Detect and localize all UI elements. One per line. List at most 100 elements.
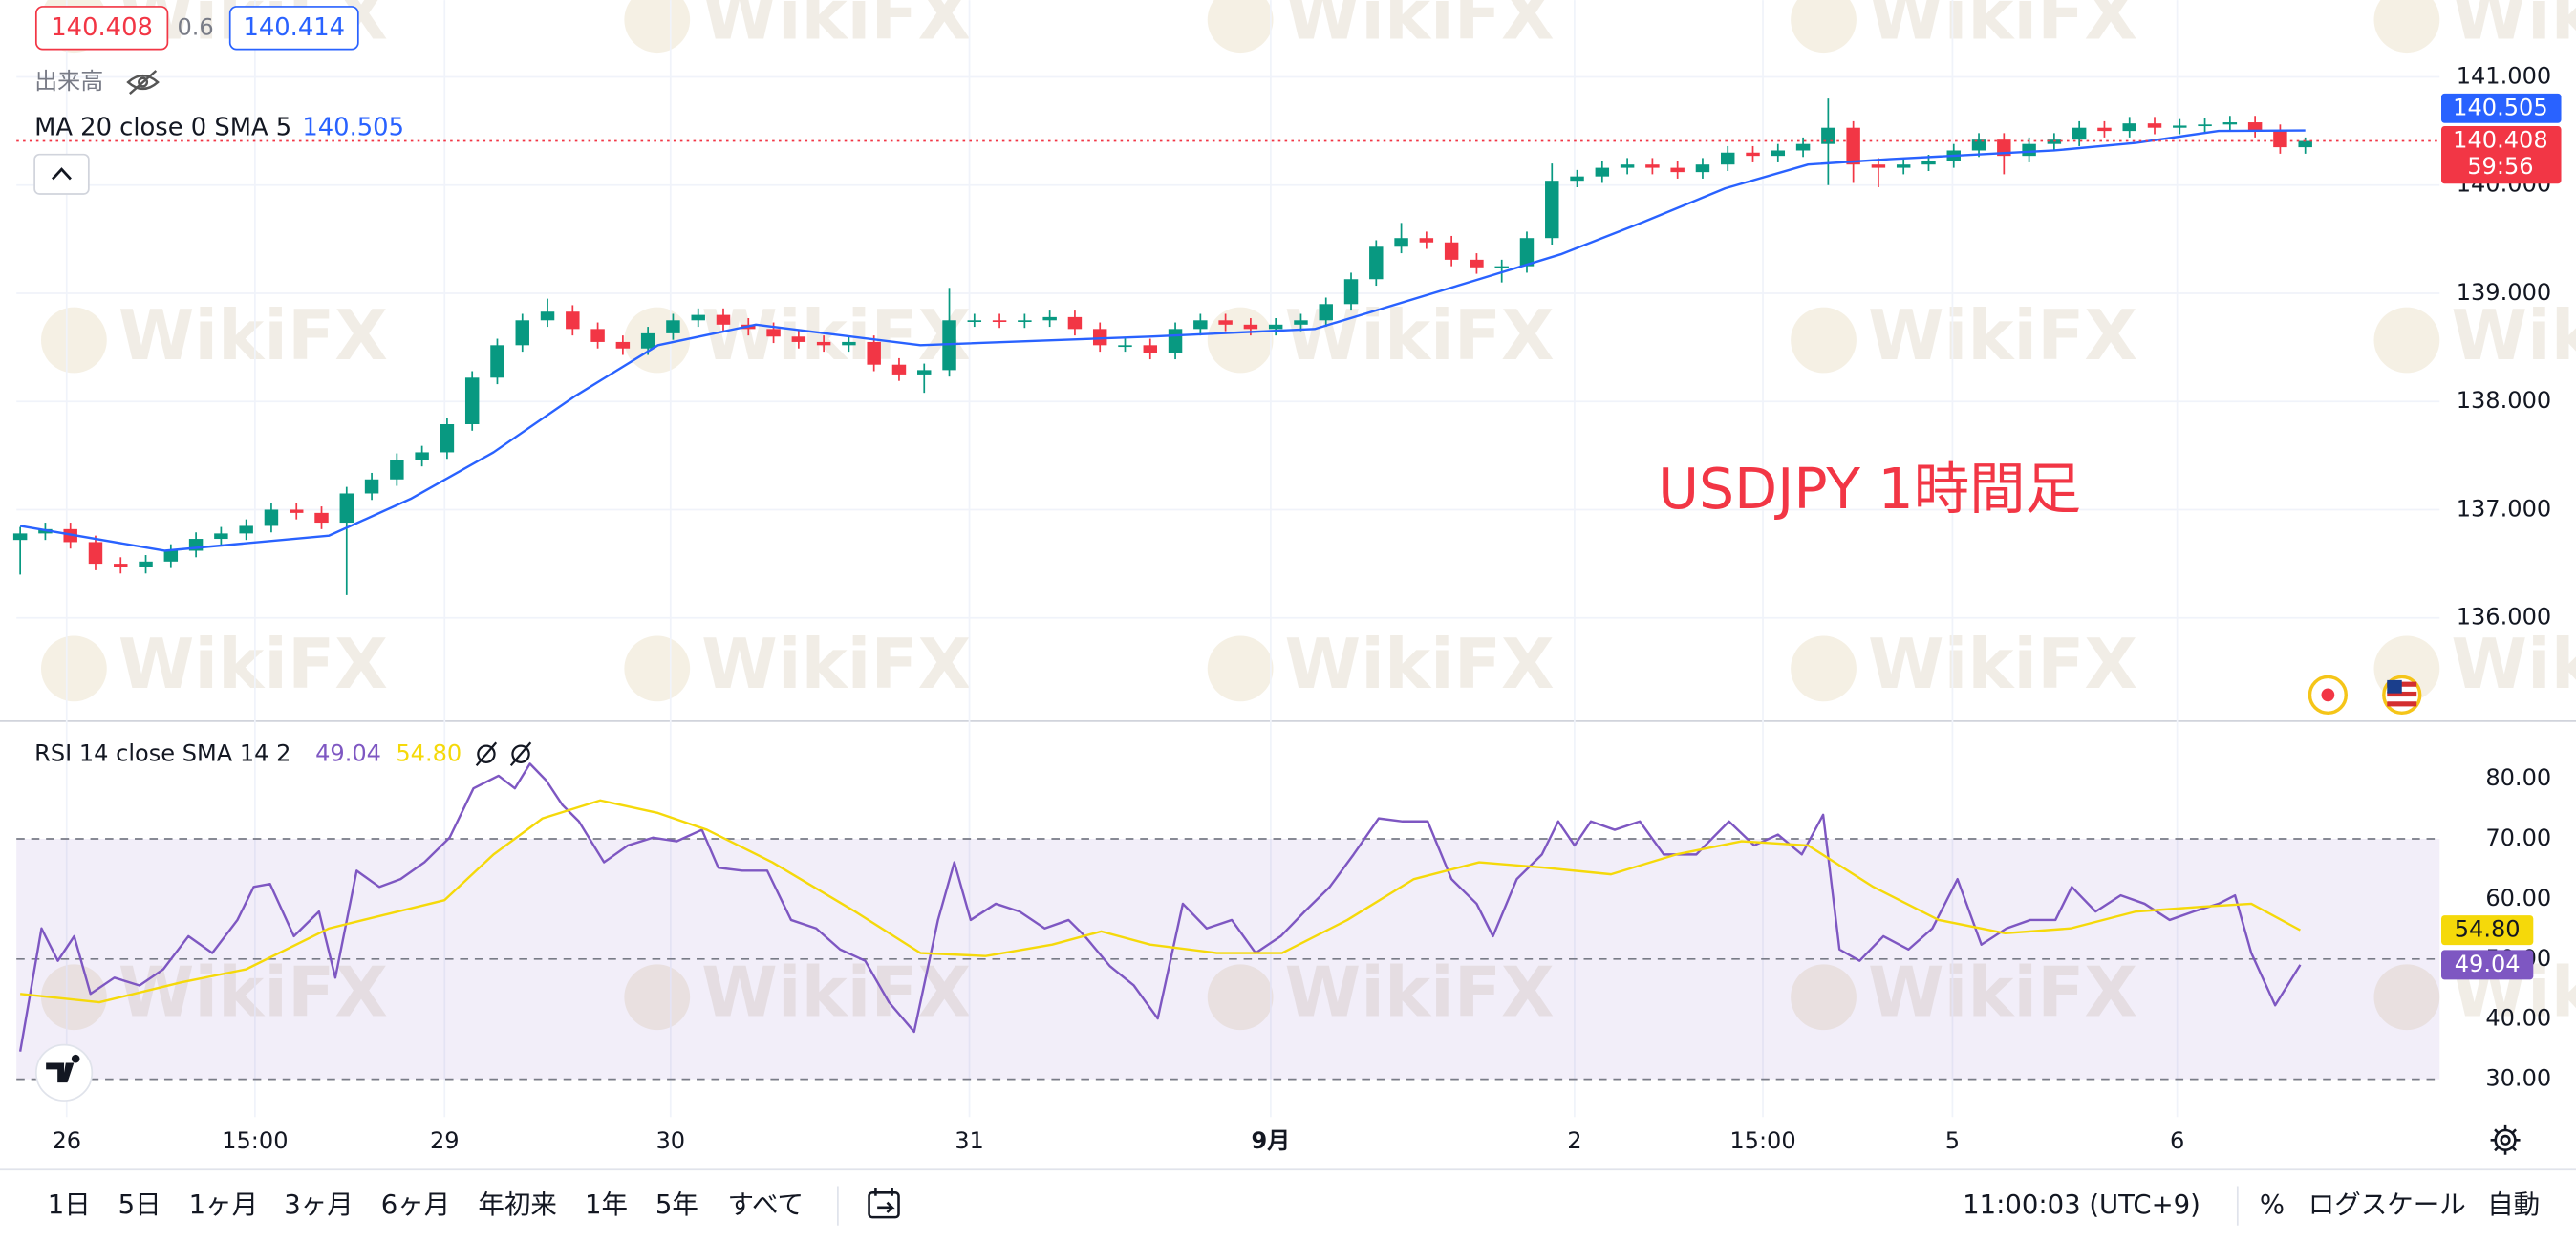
last-price-tag [2441, 126, 2562, 184]
candle-body [490, 345, 504, 378]
rsi-line [18, 762, 2302, 1052]
candle-body [339, 493, 354, 524]
countdown: 59:56 [2467, 153, 2533, 180]
stripe [2387, 681, 2417, 687]
range-button[interactable]: 1ヶ月 [189, 1189, 259, 1220]
auto-scale-toggle[interactable]: 自動 [2487, 1189, 2540, 1220]
candle-body [1595, 167, 1610, 177]
watermark-logo [1207, 0, 1274, 54]
y-tick-label: 80.00 [2485, 764, 2551, 791]
bid-box[interactable] [34, 6, 169, 51]
candle-body [842, 341, 856, 346]
bid-price[interactable]: 140.408 [51, 13, 153, 42]
candle-body [1243, 324, 1258, 330]
watermark: WikiFX [701, 296, 971, 376]
candle-body [716, 314, 731, 325]
candle-body [1545, 181, 1559, 239]
candle-body [1620, 164, 1635, 168]
candle-body [364, 479, 379, 494]
candle-body [88, 542, 103, 565]
candle-body [1570, 176, 1584, 182]
clock[interactable]: 11:00:03 (UTC+9) [1963, 1189, 2200, 1220]
candle-body [464, 377, 480, 424]
candle-body [540, 311, 555, 321]
percent-toggle[interactable]: % [2260, 1189, 2285, 1220]
watermark-logo [1207, 307, 1274, 374]
settings-icon[interactable] [2490, 1124, 2521, 1155]
ask-box[interactable] [228, 6, 359, 51]
value-tag [2441, 950, 2534, 980]
y-tick-label: 141.000 [2457, 62, 2552, 89]
range-button[interactable]: 1日 [48, 1189, 91, 1220]
ma-legend[interactable]: MA 20 close 0 SMA 5 [34, 114, 291, 142]
candle-body [2147, 123, 2162, 128]
candle-body [2072, 127, 2087, 140]
candle-body [1218, 320, 1233, 325]
range-button[interactable]: 5日 [118, 1189, 161, 1220]
candle-body [791, 336, 806, 342]
ma-price-tag [2441, 93, 2562, 123]
watermark: WikiFX [1868, 625, 2137, 705]
us-flag-icon[interactable] [2382, 675, 2422, 716]
x-tick-label: 29 [430, 1127, 460, 1154]
watermark-logo [1791, 964, 1857, 1031]
gear-teeth [2490, 1124, 2521, 1155]
collapse-button[interactable] [33, 153, 90, 195]
watermark: WikiFX [118, 625, 388, 705]
watermark: WikiFX [1285, 953, 1555, 1034]
stripe [2387, 701, 2417, 707]
range-button[interactable]: 年初来 [478, 1189, 557, 1220]
watermark: WikiFX [2451, 296, 2576, 376]
y-tick-label: 30.00 [2485, 1065, 2551, 1092]
hide-icon[interactable] [126, 70, 160, 95]
candle-body [2173, 125, 2187, 128]
range-button[interactable]: 1年 [585, 1189, 628, 1220]
candle-body [1519, 238, 1535, 267]
range-button[interactable]: 6ヶ月 [381, 1189, 451, 1220]
y-tick-label: 60.00 [2485, 885, 2551, 911]
logo [46, 1054, 80, 1083]
volume-label[interactable]: 出来高 [34, 68, 103, 95]
watermark: WikiFX [701, 625, 971, 705]
watermark-logo [624, 635, 691, 702]
watermark: WikiFX [701, 0, 971, 56]
range-button[interactable]: 5年 [655, 1189, 698, 1220]
ask-price[interactable]: 140.414 [243, 13, 345, 42]
watermark-logo [1791, 0, 1857, 54]
event-icon[interactable] [2308, 675, 2349, 716]
log-scale-toggle[interactable]: ログスケール [2308, 1189, 2466, 1220]
range-button[interactable]: すべて [727, 1189, 803, 1220]
watermark: WikiFX [118, 296, 388, 376]
candle-body [139, 561, 153, 567]
rsi-legend-value: 49.04 [315, 739, 381, 766]
date-range-icon[interactable] [868, 1188, 900, 1219]
candle-body [891, 364, 907, 375]
icon [477, 744, 496, 763]
candle-body [1771, 150, 1786, 157]
candle-body [816, 341, 831, 346]
candle-body [1746, 152, 1760, 157]
candle-body [163, 550, 179, 562]
last-price-tag-label: 140.408 [2453, 127, 2548, 154]
candle-body [515, 320, 529, 346]
range-button[interactable]: 3ヶ月 [284, 1189, 354, 1220]
candle-body [1092, 329, 1107, 346]
candle-body [867, 341, 881, 365]
y-tick-label: 70.00 [2485, 824, 2551, 851]
candle-body [1795, 143, 1811, 151]
candle-body [1369, 246, 1384, 280]
labels: 140.408 0.6 140.414 出来高 MA 20 close 0 SM… [0, 6, 2576, 1226]
candle-body [114, 564, 128, 567]
candle-body [214, 533, 228, 540]
candle-body [415, 452, 429, 460]
rsi-legend[interactable]: RSI 14 close SMA 14 2 [34, 739, 290, 766]
candle-body [1118, 345, 1132, 348]
candle-body [1018, 320, 1032, 323]
watermark-logo [1791, 635, 1857, 702]
tv-logo[interactable] [34, 1043, 94, 1102]
candle-body [615, 341, 631, 349]
watermark: WikiFX [1868, 296, 2137, 376]
